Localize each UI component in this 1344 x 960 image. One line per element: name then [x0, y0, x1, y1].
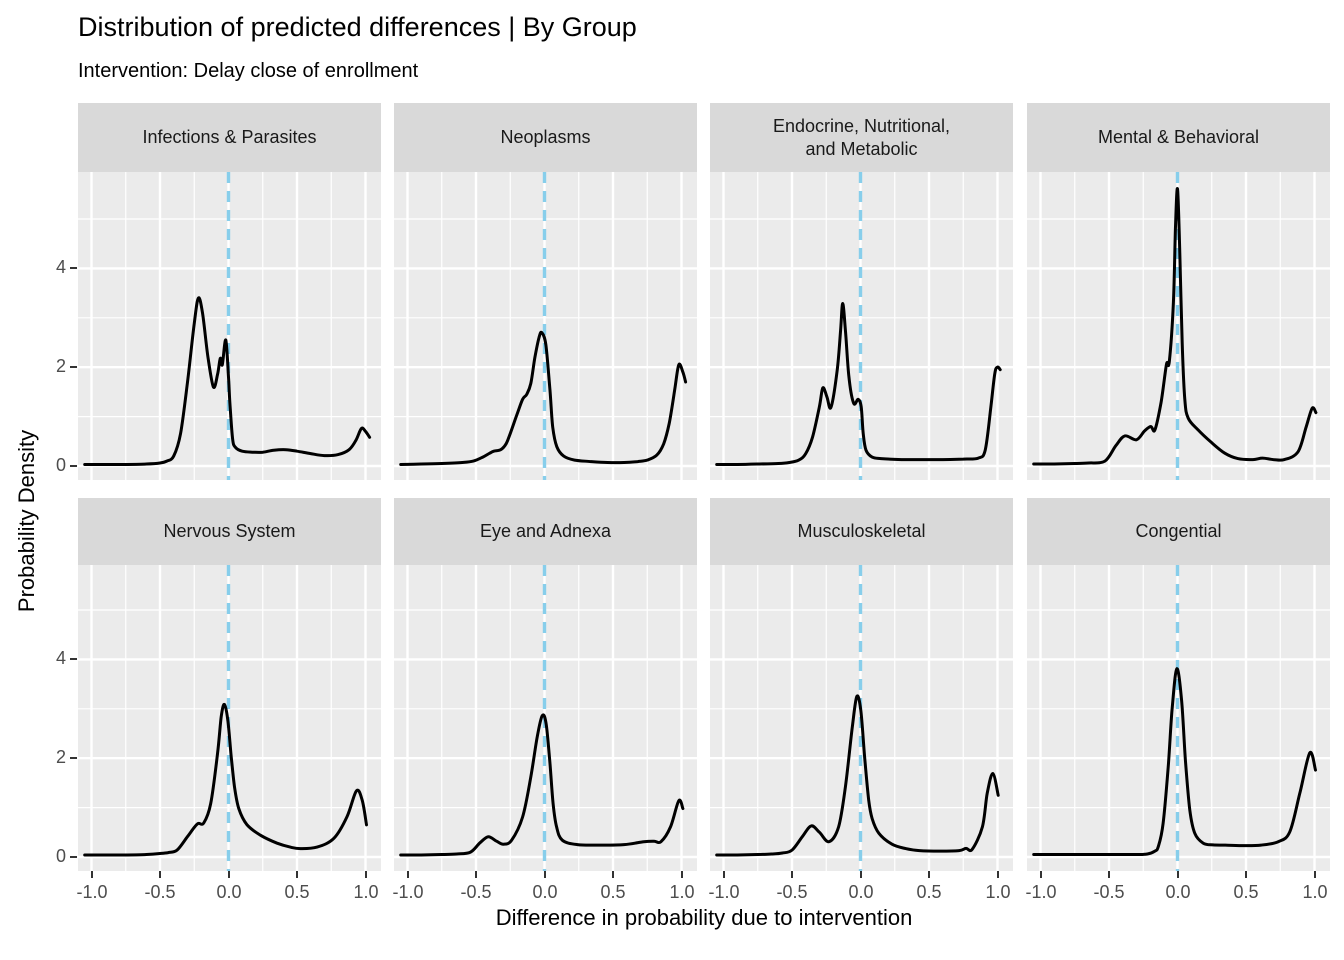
x-tick-label: -1.0 [708, 882, 740, 902]
x-tick-label: 1.0 [669, 882, 695, 902]
facet-strip-label: Congential [1135, 521, 1222, 542]
plot-subtitle: Intervention: Delay close of enrollment [78, 60, 419, 82]
x-tick-label: 0.5 [600, 882, 626, 902]
facet-panel-congential [1027, 565, 1330, 871]
density-curve [1032, 187, 1318, 466]
x-tick-mark [723, 871, 725, 878]
facet-panel-musculoskeletal [710, 565, 1013, 871]
x-axis-title: Difference in probability due to interve… [495, 905, 913, 930]
x-tick-label: 0.5 [284, 882, 310, 902]
density-curve [83, 296, 372, 467]
x-tick-mark [928, 871, 930, 878]
x-tick-mark [612, 871, 614, 878]
x-tick-mark [228, 871, 230, 878]
facet-strip-nervous-system: Nervous System [78, 498, 381, 565]
x-tick-label: -0.5 [776, 882, 808, 902]
facet-strip-musculoskeletal: Musculoskeletal [710, 498, 1013, 565]
density-curve [715, 302, 1002, 467]
facet-strip-infections-parasites: Infections & Parasites [78, 103, 381, 172]
x-tick-mark [860, 871, 862, 878]
x-tick-mark [791, 871, 793, 878]
facet-panel-endocrine-nutritional-and-metabolic [710, 172, 1013, 480]
x-tick-label: -1.0 [1025, 882, 1057, 902]
y-tick-mark [70, 465, 77, 467]
x-tick-mark [91, 871, 93, 878]
facet-strip-label: Neoplasms [500, 127, 591, 148]
plot-title: Distribution of predicted differences | … [78, 12, 637, 42]
y-tick-mark [70, 658, 77, 660]
facet-strip-label: Endocrine, Nutritional, and Metabolic [772, 116, 951, 159]
facet-panel-neoplasms [394, 172, 697, 480]
x-tick-label: -1.0 [392, 882, 424, 902]
y-tick-label: 4 [55, 257, 66, 277]
x-tick-label: 1.0 [1302, 882, 1328, 902]
y-tick-label: 2 [55, 356, 66, 376]
x-tick-mark [544, 871, 546, 878]
major-gridlines [394, 565, 697, 871]
facet-strip-mental-behavioral: Mental & Behavioral [1027, 103, 1330, 172]
y-tick-label: 0 [55, 455, 66, 475]
x-tick-mark [296, 871, 298, 878]
x-tick-mark [475, 871, 477, 878]
density-curve [715, 694, 1000, 857]
facet-panel-eye-and-adnexa [394, 565, 697, 871]
x-tick-label: 1.0 [985, 882, 1011, 902]
y-tick-mark [70, 757, 77, 759]
density-curve [83, 702, 368, 857]
x-tick-label: -0.5 [1093, 882, 1125, 902]
x-tick-mark [1040, 871, 1042, 878]
x-tick-mark [1245, 871, 1247, 878]
facet-strip-congential: Congential [1027, 498, 1330, 565]
density-curve [399, 713, 685, 857]
x-tick-label: 0.0 [848, 882, 874, 902]
y-tick-mark [70, 366, 77, 368]
x-tick-label: 0.0 [1165, 882, 1191, 902]
density-curve [399, 330, 688, 466]
facet-strip-label: Musculoskeletal [797, 521, 926, 542]
y-tick-label: 2 [55, 747, 66, 767]
x-tick-mark [681, 871, 683, 878]
x-tick-mark [407, 871, 409, 878]
y-tick-label: 4 [55, 648, 66, 668]
x-tick-label: -1.0 [76, 882, 108, 902]
facet-strip-label: Nervous System [163, 521, 296, 542]
minor-gridlines [1027, 172, 1330, 480]
minor-gridlines [394, 172, 697, 480]
facet-strip-endocrine-nutritional-and-metabolic: Endocrine, Nutritional, and Metabolic [710, 103, 1013, 172]
facet-strip-label: Infections & Parasites [142, 127, 317, 148]
x-tick-mark [1177, 871, 1179, 878]
x-tick-label: 0.0 [216, 882, 242, 902]
x-tick-label: 0.5 [1233, 882, 1259, 902]
x-tick-label: 0.0 [532, 882, 558, 902]
y-tick-label: 0 [55, 846, 66, 866]
facet-strip-neoplasms: Neoplasms [394, 103, 697, 172]
density-curve [1032, 667, 1317, 857]
x-tick-mark [1108, 871, 1110, 878]
x-tick-mark [365, 871, 367, 878]
facet-strip-eye-and-adnexa: Eye and Adnexa [394, 498, 697, 565]
x-tick-mark [1314, 871, 1316, 878]
x-tick-mark [159, 871, 161, 878]
x-tick-mark [997, 871, 999, 878]
facet-panel-mental-behavioral [1027, 172, 1330, 480]
facet-panel-nervous-system [78, 565, 381, 871]
x-tick-label: -0.5 [460, 882, 492, 902]
facet-strip-label: Mental & Behavioral [1097, 127, 1260, 148]
facet-panel-infections-parasites [78, 172, 381, 480]
y-tick-mark [70, 856, 77, 858]
x-tick-label: 1.0 [353, 882, 379, 902]
x-tick-label: 0.5 [916, 882, 942, 902]
y-tick-mark [70, 267, 77, 269]
x-tick-label: -0.5 [144, 882, 176, 902]
facet-strip-label: Eye and Adnexa [479, 521, 612, 542]
